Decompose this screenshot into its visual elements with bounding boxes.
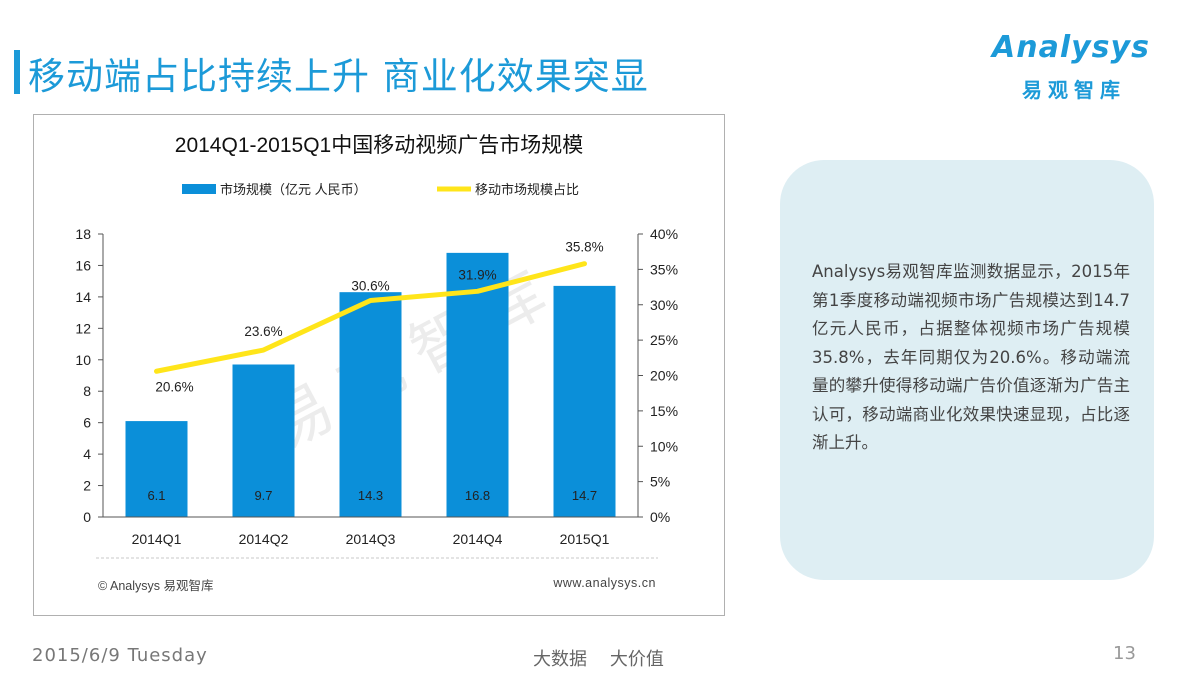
- title-accent-bar: [14, 50, 20, 94]
- right-tick-label: 5%: [650, 474, 670, 490]
- legend-bar-label: 市场规模（亿元 人民币）: [220, 182, 367, 197]
- share-point: [154, 369, 159, 374]
- left-tick-label: 10: [75, 352, 91, 368]
- right-tick-label: 35%: [650, 261, 678, 277]
- logo-chinese-name: 易观智库: [1022, 78, 1126, 102]
- bar-value-label: 16.8: [465, 488, 490, 503]
- bar: [339, 292, 402, 517]
- combo-chart: 2014Q1-2015Q1中国移动视频广告市场规模 市场规模（亿元 人民币） 移动…: [75, 134, 678, 593]
- bar: [446, 252, 509, 517]
- left-tick-label: 8: [83, 383, 91, 399]
- share-value-label: 20.6%: [155, 379, 193, 394]
- bar: [553, 285, 616, 517]
- right-tick-label: 0%: [650, 509, 670, 525]
- left-tick-label: 2: [83, 478, 91, 494]
- left-tick-label: 18: [75, 226, 91, 242]
- legend-line-label: 移动市场规模占比: [475, 182, 579, 197]
- category-axis: 2014Q1 2014Q2 2014Q3 2014Q4 2015Q1: [132, 531, 610, 547]
- share-value-label: 35.8%: [565, 240, 603, 255]
- category-label: 2015Q1: [560, 531, 610, 547]
- right-tick-label: 25%: [650, 332, 678, 348]
- left-tick-label: 14: [75, 289, 91, 305]
- share-point: [475, 289, 480, 294]
- category-label: 2014Q1: [132, 531, 182, 547]
- right-tick-label: 40%: [650, 226, 678, 242]
- page-title: 移动端占比持续上升 商业化效果突显: [28, 55, 649, 98]
- bar-value-label: 14.3: [358, 488, 383, 503]
- right-axis: 0% 5% 10% 15% 20% 25% 30% 35% 40%: [637, 226, 678, 525]
- bar-value-label: 14.7: [572, 488, 597, 503]
- chart-legend: 市场规模（亿元 人民币） 移动市场规模占比: [182, 182, 579, 197]
- share-line: 20.6% 23.6% 30.6% 31.9% 35.8%: [154, 240, 604, 394]
- right-tick-label: 20%: [650, 368, 678, 384]
- source-credit: © Analysys 易观智库: [98, 578, 214, 593]
- category-label: 2014Q2: [239, 531, 289, 547]
- right-tick-label: 10%: [650, 438, 678, 454]
- analysys-logo: Analysys 易观智库: [992, 30, 1167, 108]
- chart-title: 2014Q1-2015Q1中国移动视频广告市场规模: [175, 134, 583, 157]
- bar-value-label: 9.7: [254, 488, 272, 503]
- left-tick-label: 12: [75, 320, 91, 336]
- share-value-label: 30.6%: [351, 279, 389, 294]
- right-tick-label: 30%: [650, 297, 678, 313]
- footer-slogan: 大数据 大价值: [533, 649, 664, 670]
- left-tick-label: 6: [83, 415, 91, 431]
- website-url: www.analysys.cn: [552, 576, 656, 590]
- legend-bar-swatch: [182, 184, 216, 194]
- right-tick-label: 15%: [650, 403, 678, 419]
- bar-value-label: 6.1: [147, 488, 165, 503]
- left-tick-label: 4: [83, 446, 91, 462]
- share-point: [582, 261, 587, 266]
- share-point: [261, 348, 266, 353]
- bar: [232, 364, 295, 517]
- footer-date: 2015/6/9 Tuesday: [32, 645, 208, 666]
- left-tick-label: 16: [75, 257, 91, 273]
- left-axis: 0 2 4 6 8 10 12 14 16 18: [75, 226, 104, 525]
- category-label: 2014Q3: [346, 531, 396, 547]
- chart-panel: 2014Q1-2015Q1中国移动视频广告市场规模 市场规模（亿元 人民币） 移动…: [33, 114, 725, 616]
- share-value-label: 23.6%: [244, 324, 282, 339]
- page-number: 13: [1113, 643, 1136, 664]
- share-point: [368, 298, 373, 303]
- left-tick-label: 0: [83, 509, 91, 525]
- logo-wordmark: Analysys: [992, 30, 1150, 65]
- bar: [125, 421, 188, 517]
- share-value-label: 31.9%: [458, 267, 496, 282]
- summary-panel: Analysys易观智库监测数据显示，2015年第1季度移动端视频市场广告规模达…: [780, 160, 1154, 580]
- summary-text: Analysys易观智库监测数据显示，2015年第1季度移动端视频市场广告规模达…: [812, 262, 1130, 452]
- category-label: 2014Q4: [453, 531, 503, 547]
- bars: 6.1 9.7 14.3 16.8 14.7: [103, 252, 638, 518]
